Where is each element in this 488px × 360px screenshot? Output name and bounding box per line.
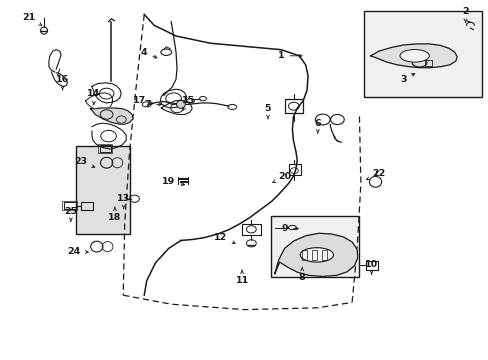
Text: 24: 24: [67, 248, 88, 256]
Text: 21: 21: [22, 13, 41, 25]
Bar: [61, 201, 77, 210]
Text: 2: 2: [461, 7, 468, 22]
Text: 13: 13: [117, 194, 130, 209]
Ellipse shape: [176, 100, 185, 108]
Bar: [288, 164, 300, 175]
Text: 22: 22: [366, 169, 385, 180]
Bar: [284, 99, 303, 113]
Polygon shape: [274, 233, 357, 276]
Text: 8: 8: [298, 267, 305, 282]
Text: 5: 5: [264, 104, 271, 119]
Polygon shape: [370, 44, 456, 68]
Bar: [364, 11, 481, 97]
Text: 7: 7: [144, 100, 161, 109]
Text: 16: 16: [56, 76, 69, 90]
Bar: [98, 144, 112, 153]
Text: 1: 1: [277, 51, 301, 60]
Bar: [63, 202, 76, 209]
Text: 9: 9: [281, 224, 298, 233]
Text: 17: 17: [132, 96, 153, 105]
Text: 4: 4: [141, 48, 157, 58]
Text: 11: 11: [235, 270, 248, 284]
Text: 19: 19: [162, 177, 184, 186]
Polygon shape: [90, 108, 133, 124]
Bar: [100, 145, 111, 152]
Bar: [425, 60, 431, 66]
Bar: [365, 261, 378, 270]
Text: 20: 20: [272, 172, 291, 183]
Text: 6: 6: [314, 118, 321, 133]
Bar: [302, 250, 306, 260]
Text: 3: 3: [399, 74, 414, 84]
Text: 10: 10: [365, 260, 377, 274]
Ellipse shape: [300, 248, 333, 262]
Bar: [271, 216, 359, 277]
Bar: [76, 146, 129, 234]
Text: 18: 18: [108, 207, 122, 222]
Bar: [81, 202, 93, 210]
Text: 15: 15: [182, 96, 194, 111]
Ellipse shape: [399, 49, 428, 62]
Text: 25: 25: [64, 207, 77, 221]
Bar: [321, 250, 326, 260]
Text: 14: 14: [87, 89, 101, 104]
Text: 23: 23: [74, 157, 95, 167]
Bar: [242, 224, 260, 235]
Text: 12: 12: [214, 233, 235, 244]
Bar: [311, 250, 316, 260]
